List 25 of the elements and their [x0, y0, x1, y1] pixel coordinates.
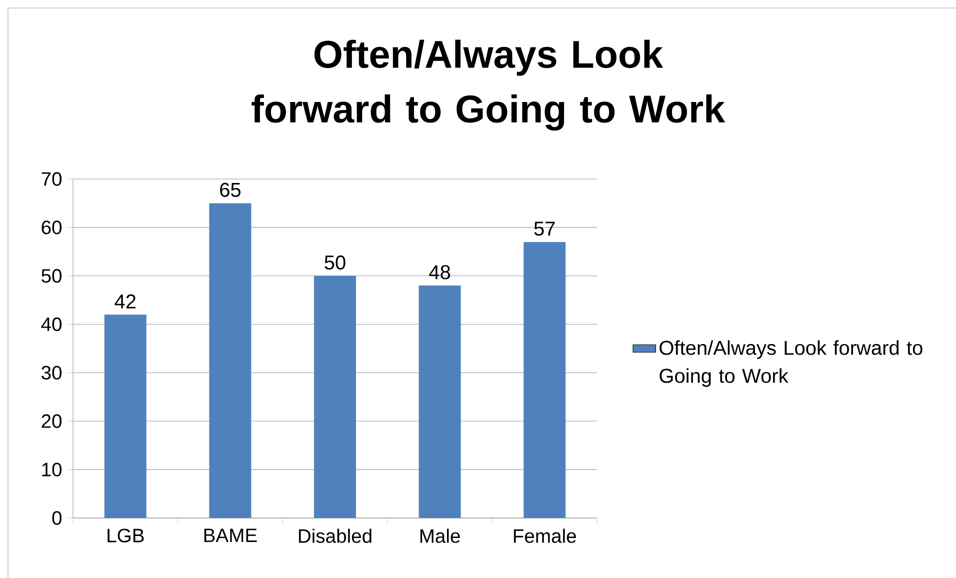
x-tick-label: Disabled: [298, 528, 372, 543]
x-tick-label: Male: [420, 528, 460, 543]
x-tick-label: Female: [514, 528, 576, 543]
y-tick-label: 70: [42, 172, 62, 186]
bar: [104, 314, 146, 518]
data-label: 50: [324, 255, 346, 270]
y-tick-label: 30: [42, 366, 62, 380]
bar: [418, 286, 461, 518]
chart-title: Often/Always Look forward to Going to Work: [252, 40, 726, 131]
data-label: 57: [534, 222, 555, 236]
y-tick-label: 40: [41, 317, 62, 332]
x-tick-label: BAME: [204, 528, 257, 542]
y-tick-label: 0: [52, 511, 62, 525]
x-tick-label: LGB: [108, 528, 144, 542]
data-label: 48: [429, 265, 450, 280]
bar: [524, 242, 566, 518]
bar: [209, 203, 252, 518]
y-tick-label: 20: [42, 414, 62, 428]
bar: [314, 276, 356, 518]
y-tick-label: 60: [42, 220, 62, 234]
data-label: 42: [114, 294, 136, 308]
y-tick-label: 10: [42, 462, 62, 476]
legend-label: Often/Always Look forward to Going to Work: [660, 340, 922, 387]
y-tick-label: 50: [42, 269, 62, 283]
data-label: 65: [220, 182, 240, 197]
